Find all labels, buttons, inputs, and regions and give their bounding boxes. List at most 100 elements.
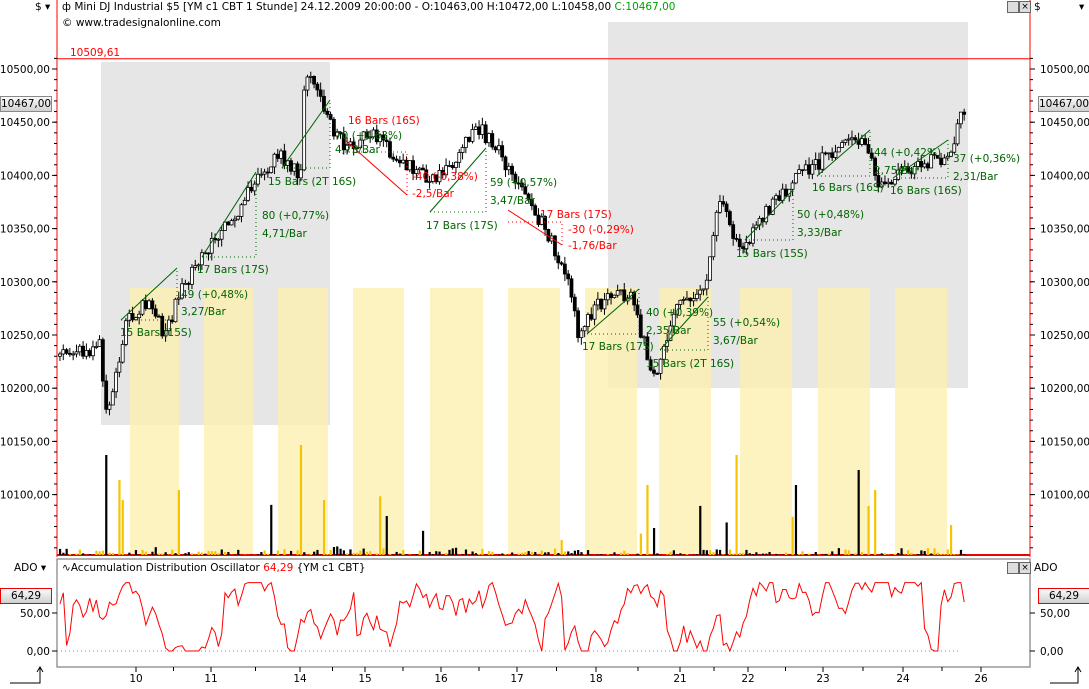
candle-body bbox=[681, 299, 686, 301]
candle-body bbox=[800, 169, 805, 172]
annotation-label: 2,31/Bar bbox=[953, 171, 999, 183]
volume-bar bbox=[709, 550, 712, 555]
chart-header: ф Mini DJ Industrial $5 [YM c1 CBT 1 Stu… bbox=[62, 1, 676, 13]
ado-selector-right[interactable]: ADO bbox=[1034, 562, 1058, 574]
volume-bar bbox=[685, 554, 689, 555]
volume-bar bbox=[897, 552, 900, 555]
volume-bar bbox=[326, 553, 329, 555]
candle-body bbox=[751, 227, 755, 244]
candle-body bbox=[559, 262, 564, 265]
candle-body bbox=[711, 235, 716, 258]
volume-bar bbox=[547, 552, 550, 555]
candle-body bbox=[899, 167, 904, 171]
volume-bar bbox=[712, 552, 715, 555]
candle-body bbox=[876, 175, 881, 188]
y-tick-label: 10100,00 bbox=[0, 490, 50, 502]
candle-body bbox=[391, 156, 396, 160]
candle-body bbox=[67, 352, 72, 355]
volume-bar bbox=[850, 554, 854, 555]
candle-body bbox=[219, 230, 224, 240]
candle-body bbox=[388, 141, 392, 158]
candle-body bbox=[797, 169, 802, 174]
volume-bar bbox=[963, 554, 966, 555]
volume-bar bbox=[154, 547, 157, 555]
volume-bar bbox=[65, 548, 68, 555]
volume-bar bbox=[197, 551, 200, 555]
candle-body bbox=[955, 123, 960, 145]
x-tick-label: 26 bbox=[974, 673, 988, 685]
chevron-down-icon[interactable]: ▾ bbox=[1079, 1, 1085, 13]
candle-body bbox=[480, 124, 485, 135]
currency-selector[interactable]: $ ▾ bbox=[35, 1, 50, 13]
candle-body bbox=[157, 315, 161, 318]
volume-bar bbox=[464, 549, 468, 555]
candle-body bbox=[454, 161, 458, 168]
y-tick-label: 10200,00 bbox=[1040, 383, 1089, 395]
y-tick-label: 10250,00 bbox=[0, 330, 50, 342]
candle-body bbox=[526, 193, 531, 200]
volume-bar bbox=[718, 549, 722, 555]
volume-bar bbox=[517, 553, 520, 555]
measure-box bbox=[430, 148, 487, 213]
close-icon[interactable]: × bbox=[1019, 1, 1031, 13]
candle-body bbox=[747, 242, 752, 244]
volume-bar bbox=[837, 548, 840, 555]
ado-selector[interactable]: ADO ▾ bbox=[14, 562, 46, 574]
candle-body bbox=[143, 300, 148, 310]
ado-y-label: 50,00 bbox=[1040, 608, 1070, 620]
candle-body bbox=[817, 159, 821, 170]
candle-body bbox=[404, 159, 409, 171]
candle-body bbox=[826, 152, 831, 155]
ado-line bbox=[59, 581, 965, 653]
volume-bar bbox=[580, 552, 583, 555]
volume-bar bbox=[695, 554, 699, 555]
ado-y-label: 50,00 bbox=[20, 608, 50, 620]
volume-bar bbox=[732, 553, 735, 555]
candle-body bbox=[589, 314, 594, 320]
volume-bar bbox=[926, 548, 930, 555]
candle-body bbox=[124, 320, 128, 345]
candle-body bbox=[302, 89, 307, 171]
candle-body bbox=[586, 314, 590, 327]
close-icon[interactable]: × bbox=[1019, 562, 1031, 574]
y-tick-label: 10150,00 bbox=[0, 436, 50, 448]
volume-bar bbox=[916, 554, 920, 555]
ado-label: ADO bbox=[14, 562, 38, 574]
annotation-label: 80 (+0,77%) bbox=[262, 210, 329, 222]
volume-bar bbox=[874, 490, 877, 555]
trend-line bbox=[281, 99, 331, 169]
maximize-icon[interactable] bbox=[1007, 1, 1019, 13]
trend-line bbox=[744, 189, 794, 241]
volume-bar bbox=[623, 550, 626, 555]
candle-body bbox=[615, 290, 620, 296]
candle-body bbox=[77, 345, 82, 353]
volume-bar bbox=[144, 551, 147, 555]
volume-bar bbox=[636, 553, 639, 555]
high-line-label: 10509,61 bbox=[70, 47, 120, 59]
ado-tag-right: 64,29 bbox=[1038, 588, 1089, 604]
candle-body bbox=[289, 160, 293, 172]
maximize-icon[interactable] bbox=[1007, 562, 1019, 574]
volume-bar bbox=[461, 554, 464, 555]
volume-bar bbox=[751, 554, 755, 555]
volume-bar bbox=[755, 552, 758, 555]
currency-right[interactable]: $ bbox=[1034, 1, 1041, 13]
volume-bar bbox=[217, 553, 220, 555]
symbol-title: Mini DJ Industrial $5 [YM c1 CBT 1 Stund… bbox=[74, 1, 612, 13]
volume-bar bbox=[933, 548, 936, 555]
annotation-label: 55 (+0,54%) bbox=[713, 317, 780, 329]
candle-body bbox=[196, 264, 201, 267]
candle-body bbox=[97, 339, 102, 347]
volume-bar bbox=[524, 552, 527, 555]
volume-bar bbox=[445, 553, 448, 555]
volume-bar bbox=[349, 549, 352, 555]
volume-bar bbox=[174, 553, 177, 555]
trend-line bbox=[120, 267, 178, 321]
volume-bar bbox=[200, 552, 204, 555]
volume-bar bbox=[827, 553, 831, 555]
candle-body bbox=[912, 166, 917, 175]
candle-body bbox=[483, 124, 488, 144]
candle-body bbox=[315, 83, 320, 91]
candle-body bbox=[58, 353, 62, 357]
